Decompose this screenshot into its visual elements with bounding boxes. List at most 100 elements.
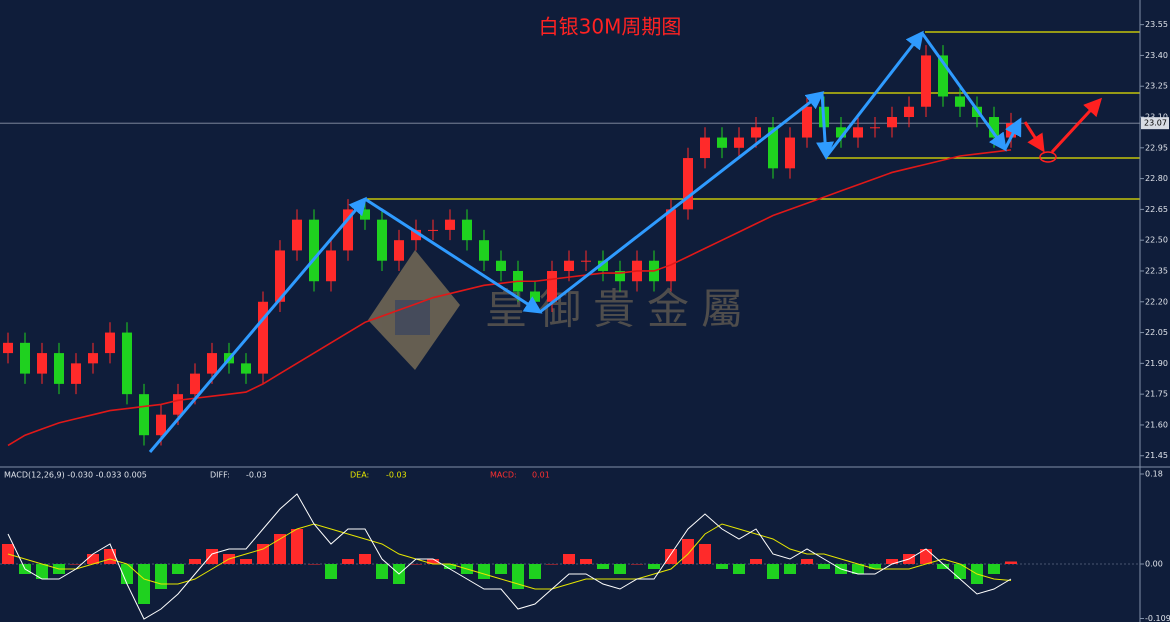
candle-body — [938, 55, 948, 97]
macd-bar — [733, 564, 745, 574]
trend-arrow — [364, 197, 543, 314]
macd-bar — [614, 564, 626, 574]
trend-arrow — [824, 30, 924, 158]
candle-body — [564, 260, 574, 271]
y-tick-label: 21.75 — [1145, 390, 1168, 399]
candle-body — [581, 260, 591, 262]
macd-bar — [529, 564, 541, 579]
candle-body — [309, 219, 319, 282]
y-tick-label: 21.45 — [1145, 451, 1168, 460]
diff-line — [7, 493, 1012, 620]
candle-body — [37, 353, 47, 374]
watermark-text: 皇御貴金屬 — [485, 285, 755, 334]
macd-bar — [206, 549, 218, 564]
candle-body — [547, 270, 557, 302]
macd-bar — [954, 564, 966, 579]
candle-body — [275, 250, 285, 302]
candle-body — [54, 353, 64, 384]
trend-arrow — [539, 91, 825, 314]
macd-bar — [87, 554, 99, 564]
y-tick-label: 22.80 — [1145, 174, 1168, 183]
macd-bar — [801, 559, 813, 564]
macd-bar — [546, 564, 558, 565]
candle-body — [105, 332, 115, 354]
candle-body — [853, 127, 863, 138]
candle-body — [836, 127, 846, 138]
annotations — [148, 30, 1103, 453]
macd-bar — [121, 564, 133, 584]
candle-body — [955, 96, 965, 107]
macd-bar — [291, 529, 303, 564]
candle-body — [173, 394, 183, 415]
y-tick-label: 22.20 — [1145, 297, 1168, 306]
candle-body — [20, 342, 30, 374]
candle-body — [785, 137, 795, 169]
y-tick-label: 23.40 — [1145, 51, 1168, 60]
candle-body — [479, 240, 489, 261]
candle-body — [700, 137, 710, 159]
candle-body — [428, 229, 438, 231]
macd-bar — [444, 564, 456, 569]
candle-body — [921, 55, 931, 107]
macd-params: MACD(12,26,9) -0.030 -0.033 0.005 — [4, 471, 147, 480]
macd-bar — [36, 564, 48, 579]
trend-arrow — [816, 92, 835, 160]
macd-bar — [563, 554, 575, 564]
macd-label: MACD: — [490, 471, 517, 480]
y-tick-label: 22.65 — [1145, 205, 1168, 214]
macd-bar — [427, 559, 439, 564]
y-tick-label: 22.50 — [1145, 236, 1168, 245]
candle-body — [445, 219, 455, 230]
macd-bar — [648, 564, 660, 569]
macd-bar — [631, 564, 643, 565]
candle-body — [156, 414, 166, 436]
macd-bar — [852, 564, 864, 574]
macd-bar — [104, 549, 116, 564]
macd-bar — [699, 544, 711, 564]
target-circle — [1039, 151, 1057, 163]
macd-bar — [274, 534, 286, 564]
candle-body — [292, 219, 302, 251]
candle-body — [207, 353, 217, 374]
y-tick-label: 22.05 — [1145, 328, 1168, 337]
trend-arrow — [148, 196, 367, 453]
candle-body — [394, 240, 404, 261]
macd-bar — [172, 564, 184, 574]
candle-body — [88, 353, 98, 364]
macd-bar — [359, 554, 371, 564]
y-tick-label: 21.90 — [1145, 359, 1168, 368]
macd-bar — [155, 564, 167, 589]
macd-bar — [240, 559, 252, 564]
candle-body — [122, 332, 132, 395]
candle-body — [802, 106, 812, 138]
macd-bar — [1005, 561, 1017, 564]
candle-body — [71, 363, 81, 384]
y-tick-label: 22.95 — [1145, 143, 1168, 152]
candle-body — [411, 229, 421, 241]
candle-body — [377, 219, 387, 261]
candle-body — [734, 137, 744, 148]
candle-body — [870, 127, 880, 129]
candle-body — [496, 260, 506, 271]
macd-bar — [716, 564, 728, 569]
macd-bar — [70, 564, 82, 565]
macd-bar — [138, 564, 150, 604]
macd-bar — [750, 559, 762, 564]
macd-bar — [988, 564, 1000, 574]
macd-header: MACD(12,26,9) -0.030 -0.033 0.005 DIFF: … — [4, 471, 550, 480]
macd-bar — [580, 559, 592, 564]
candle-body — [615, 270, 625, 282]
candle-body — [598, 260, 608, 271]
macd-bar — [257, 544, 269, 564]
candle-body — [751, 127, 761, 138]
macd-tick-label: 0.00 — [1145, 560, 1163, 569]
macd-bar — [920, 549, 932, 564]
candle-body — [904, 106, 914, 118]
macd-bar — [597, 564, 609, 569]
dea-value: -0.03 — [386, 471, 407, 480]
candle-body — [360, 209, 370, 220]
candle-body — [343, 209, 353, 251]
macd-bar — [767, 564, 779, 579]
